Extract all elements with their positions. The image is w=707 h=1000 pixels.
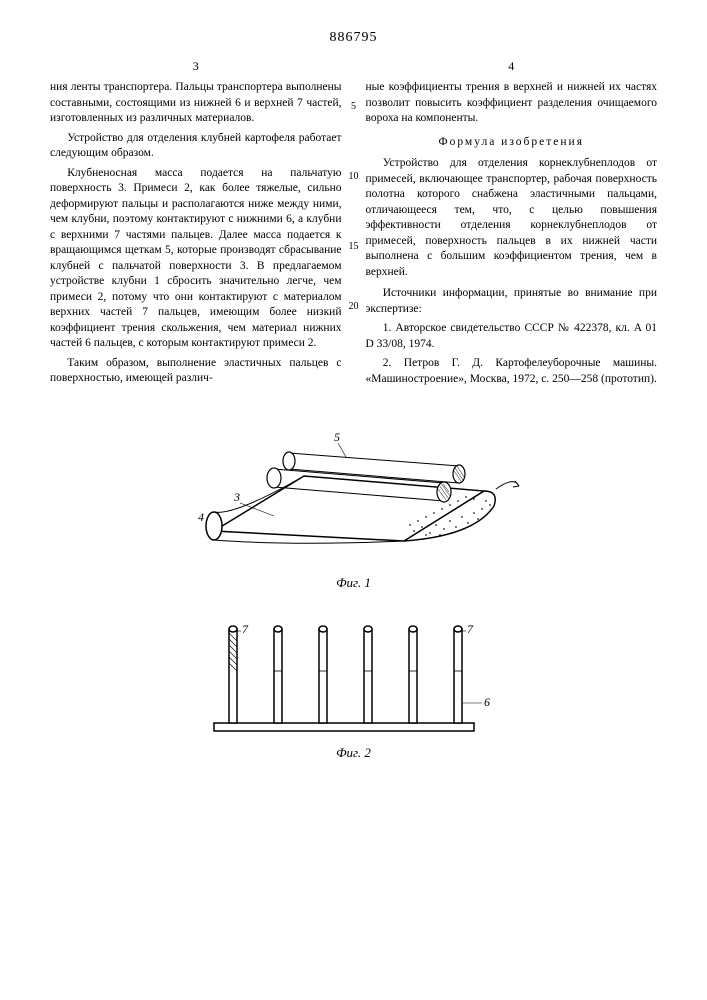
para: ные коэффициенты трения в верхней и нижн… <box>366 80 658 127</box>
figure-1: 4 3 5 Фиг. 1 <box>50 421 657 591</box>
fig1-label-3: 3 <box>233 490 240 504</box>
gutter-20: 20 <box>344 302 364 312</box>
patent-page: 886795 5 10 15 20 3 ния ленты транспорте… <box>0 0 707 1000</box>
document-number: 886795 <box>50 30 657 46</box>
reference: 2. Петров Г. Д. Картофелеуборочные машин… <box>366 356 658 387</box>
gutter-15: 15 <box>344 242 364 252</box>
fig1-label-5: 5 <box>334 430 340 444</box>
gutter-5: 5 <box>344 102 364 112</box>
left-column: 3 ния ленты транспортера. Пальцы транспо… <box>50 58 342 391</box>
references-title: Источники информации, принятые во вниман… <box>366 286 658 317</box>
figure-1-svg: 4 3 5 <box>174 421 534 571</box>
figure-2: 7 7 6 Фиг. 2 <box>50 611 657 761</box>
right-column: 4 ные коэффициенты трения в верхней и ни… <box>366 58 658 391</box>
para: Клубненосная масса подается на пальчатую… <box>50 166 342 352</box>
para: Таким образом, выполнение эластичных пал… <box>50 356 342 387</box>
gutter-10: 10 <box>344 172 364 182</box>
figures-area: 4 3 5 Фиг. 1 <box>50 421 657 761</box>
fig2-label-7a: 7 <box>242 622 249 636</box>
claim-text: Устройство для отделения корнеклубнеплод… <box>366 156 658 280</box>
para: ния ленты транспортера. Пальцы транспорт… <box>50 80 342 127</box>
figure-2-caption: Фиг. 2 <box>50 745 657 761</box>
reference: 1. Авторское свидетельство СССР № 422378… <box>366 321 658 352</box>
figure-1-caption: Фиг. 1 <box>50 575 657 591</box>
para: Устройство для отделения клубней картофе… <box>50 131 342 162</box>
page-number-left: 3 <box>50 58 342 74</box>
fig2-label-6: 6 <box>484 695 490 709</box>
fig2-label-7b: 7 <box>467 622 474 636</box>
formula-title: Формула изобретения <box>366 135 658 151</box>
fig1-label-4: 4 <box>198 510 204 524</box>
brush-rollers <box>267 452 465 502</box>
page-number-right: 4 <box>366 58 658 74</box>
figure-2-svg: 7 7 6 <box>194 611 514 741</box>
